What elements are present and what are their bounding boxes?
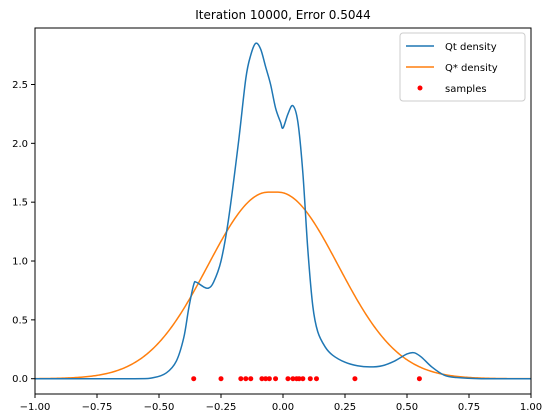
legend-item-samples: samples [417,84,487,95]
x-tick-label: −0.25 [206,402,237,413]
legend-box [399,32,526,102]
sample-point [266,376,272,382]
series-layer [35,42,531,382]
y-tick-label: 0.5 [12,315,28,326]
sample-point [191,376,197,382]
legend-swatch-samples [417,85,423,91]
x-tick-label: 0.75 [458,402,480,413]
chart-title: Iteration 10000, Error 0.5044 [195,8,371,22]
x-tick-label: −1.00 [20,402,51,413]
y-axis: 0.0 0.5 1.0 1.5 2.0 2.5 [12,80,35,385]
x-tick-label: 1.00 [520,402,542,413]
legend: Qt density Q* density samples [399,32,526,102]
y-tick-label: 1.5 [12,198,28,209]
sample-point [218,376,224,382]
x-tick-label: 0.00 [272,402,294,413]
y-tick-label: 0.0 [12,374,28,385]
sample-point [259,376,265,382]
sample-point [248,376,254,382]
series-line-qstar-density [35,191,531,380]
legend-label-qt: Qt density [445,42,497,53]
y-tick-label: 2.5 [12,80,28,91]
legend-item-qt: Qt density [406,42,497,53]
y-tick-label: 2.0 [12,139,28,150]
sample-point [307,376,313,382]
x-axis: −1.00 −0.75 −0.50 −0.25 0.00 0.25 0.50 0.75 1.00 [20,394,542,413]
sample-point [263,376,269,382]
sample-point [285,376,291,382]
sample-point [416,376,422,382]
legend-label-samples: samples [445,84,487,95]
y-tick-label: 1.0 [12,257,28,268]
x-tick-label: 0.50 [396,402,418,413]
x-tick-label: 0.25 [334,402,356,413]
x-tick-label: −0.50 [144,402,175,413]
sample-point [238,376,244,382]
sample-point [352,376,358,382]
sample-point [273,376,279,382]
sample-point [243,376,249,382]
sample-point [300,376,306,382]
sample-point [313,376,319,382]
series-line-qt-density [35,42,531,380]
legend-item-qstar: Q* density [406,63,498,74]
sample-point [296,376,302,382]
sample-point [290,376,296,382]
legend-label-qstar: Q* density [445,63,498,74]
x-tick-label: −0.75 [82,402,113,413]
